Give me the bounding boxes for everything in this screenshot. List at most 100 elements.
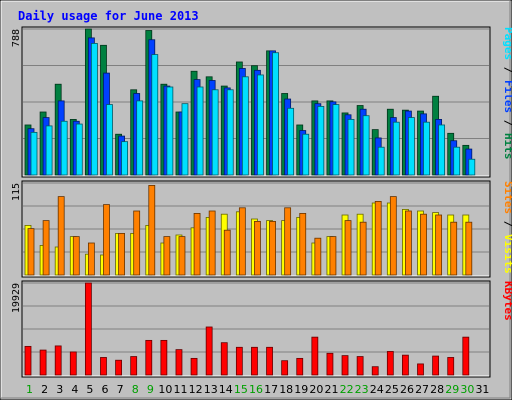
bar-sites-day-19 [299, 212, 307, 276]
bar-sites-day-22 [344, 220, 352, 276]
x-tick-label-day-29: 29 [445, 383, 459, 396]
bar-kbytes-day-11 [175, 349, 183, 376]
bar-sites-day-25 [389, 196, 397, 276]
legend-entry-sites: Sites [502, 181, 512, 214]
bar-pages-day-24 [377, 146, 385, 176]
bar-pages-day-25 [392, 121, 400, 176]
bar-kbytes-day-4 [69, 351, 77, 376]
bar-kbytes-day-13 [205, 326, 213, 376]
bar-pages-day-1 [30, 131, 38, 176]
x-tick-label-day-14: 14 [219, 383, 233, 396]
bar-kbytes-day-29 [447, 357, 455, 376]
bar-pages-day-2 [45, 125, 53, 176]
bar-sites-day-2 [42, 220, 50, 276]
bar-kbytes-day-8 [130, 356, 138, 376]
bar-pages-day-6 [106, 104, 113, 176]
x-tick-label-day-26: 26 [400, 383, 414, 396]
x-tick-label-day-20: 20 [309, 383, 323, 396]
bar-sites-day-7 [118, 232, 125, 276]
bar-kbytes-day-15 [235, 346, 243, 376]
x-tick-label-day-24: 24 [370, 383, 384, 396]
bar-kbytes-day-24 [371, 366, 379, 376]
legend-entry-: / [502, 214, 512, 234]
x-tick-label-day-13: 13 [204, 383, 218, 396]
bar-sites-day-21 [329, 236, 337, 276]
bar-pages-day-5 [90, 43, 98, 176]
x-tick-label-day-15: 15 [234, 383, 248, 396]
panel-1: 788 Pages / Files / Hits [11, 26, 512, 178]
bar-kbytes-day-26 [402, 354, 409, 376]
bar-kbytes-day-10 [160, 339, 168, 376]
bar-pages-day-27 [423, 121, 430, 176]
bar-pages-day-14 [226, 89, 234, 176]
bar-pages-day-3 [60, 120, 68, 176]
bar-sites-day-4 [72, 236, 80, 276]
legend-entry-visits: Visits [502, 234, 512, 274]
bar-sites-day-30 [465, 221, 473, 276]
bar-kbytes-day-14 [220, 342, 228, 376]
bar-kbytes-day-16 [251, 346, 258, 376]
bar-pages-day-10 [166, 86, 174, 176]
bar-kbytes-day-9 [145, 339, 153, 376]
bar-sites-day-14 [223, 229, 231, 276]
bar-sites-day-3 [57, 196, 65, 276]
x-tick-label-day-6: 6 [102, 383, 109, 396]
bar-kbytes-day-2 [39, 349, 47, 376]
x-tick-label-day-12: 12 [189, 383, 203, 396]
bar-sites-day-17 [269, 220, 276, 276]
bar-sites-day-27 [420, 213, 427, 276]
x-tick-label-day-3: 3 [56, 383, 63, 396]
bar-sites-day-18 [284, 207, 292, 276]
x-tick-label-day-2: 2 [41, 383, 48, 396]
bar-sites-day-12 [193, 212, 201, 276]
x-tick-label-day-23: 23 [355, 383, 369, 396]
bar-pages-day-16 [257, 74, 264, 176]
bar-sites-day-26 [405, 210, 412, 276]
bar-pages-day-21 [332, 104, 340, 176]
bar-kbytes-day-27 [417, 363, 424, 376]
x-tick-label-day-17: 17 [264, 383, 278, 396]
legend-entry-pages: Pages [502, 27, 512, 60]
legend-entry-files: Files [502, 80, 512, 113]
bar-sites-day-16 [254, 220, 261, 276]
bar-sites-day-1 [27, 228, 35, 276]
chart-panels: 788 Pages / Files / Hits 115 Sites / Visits… [11, 26, 512, 378]
bar-kbytes-day-19 [296, 357, 304, 376]
bar-sites-day-8 [133, 210, 141, 276]
y-max-label: 115 [11, 183, 22, 201]
bar-kbytes-day-21 [326, 352, 334, 376]
bar-kbytes-day-28 [432, 355, 440, 376]
y-max-label: 788 [11, 29, 22, 47]
legend: Pages / Files / Hits [502, 27, 512, 160]
bar-kbytes-day-12 [190, 357, 198, 376]
x-tick-label-day-18: 18 [279, 383, 293, 396]
bar-kbytes-day-30 [462, 336, 470, 376]
legend-entry-hits: Hits [502, 133, 512, 160]
x-tick-label-day-22: 22 [340, 383, 354, 396]
x-tick-label-day-30: 30 [460, 383, 474, 396]
bar-sites-day-9 [148, 184, 156, 276]
x-tick-label-day-27: 27 [415, 383, 429, 396]
bar-pages-day-22 [347, 119, 355, 176]
bar-kbytes-day-18 [281, 360, 289, 376]
bar-pages-day-7 [121, 141, 128, 176]
panel-2: 115 Sites / Visits [11, 180, 512, 278]
bar-pages-day-28 [438, 124, 446, 176]
legend-entry-kbytes: KBytes [502, 281, 512, 321]
bar-pages-day-23 [362, 115, 370, 176]
x-tick-label-day-25: 25 [385, 383, 399, 396]
bar-pages-day-18 [287, 107, 295, 176]
bar-sites-day-11 [178, 236, 186, 276]
bar-kbytes-day-17 [266, 346, 273, 376]
bar-pages-day-19 [302, 133, 310, 176]
bar-kbytes-day-25 [386, 351, 394, 376]
bar-sites-day-24 [374, 200, 382, 276]
x-tick-label-day-16: 16 [249, 383, 263, 396]
bar-sites-day-23 [359, 221, 367, 276]
bar-sites-day-29 [450, 221, 458, 276]
bar-pages-day-12 [196, 86, 204, 176]
bar-sites-day-15 [238, 207, 246, 276]
bar-sites-day-5 [87, 242, 95, 276]
